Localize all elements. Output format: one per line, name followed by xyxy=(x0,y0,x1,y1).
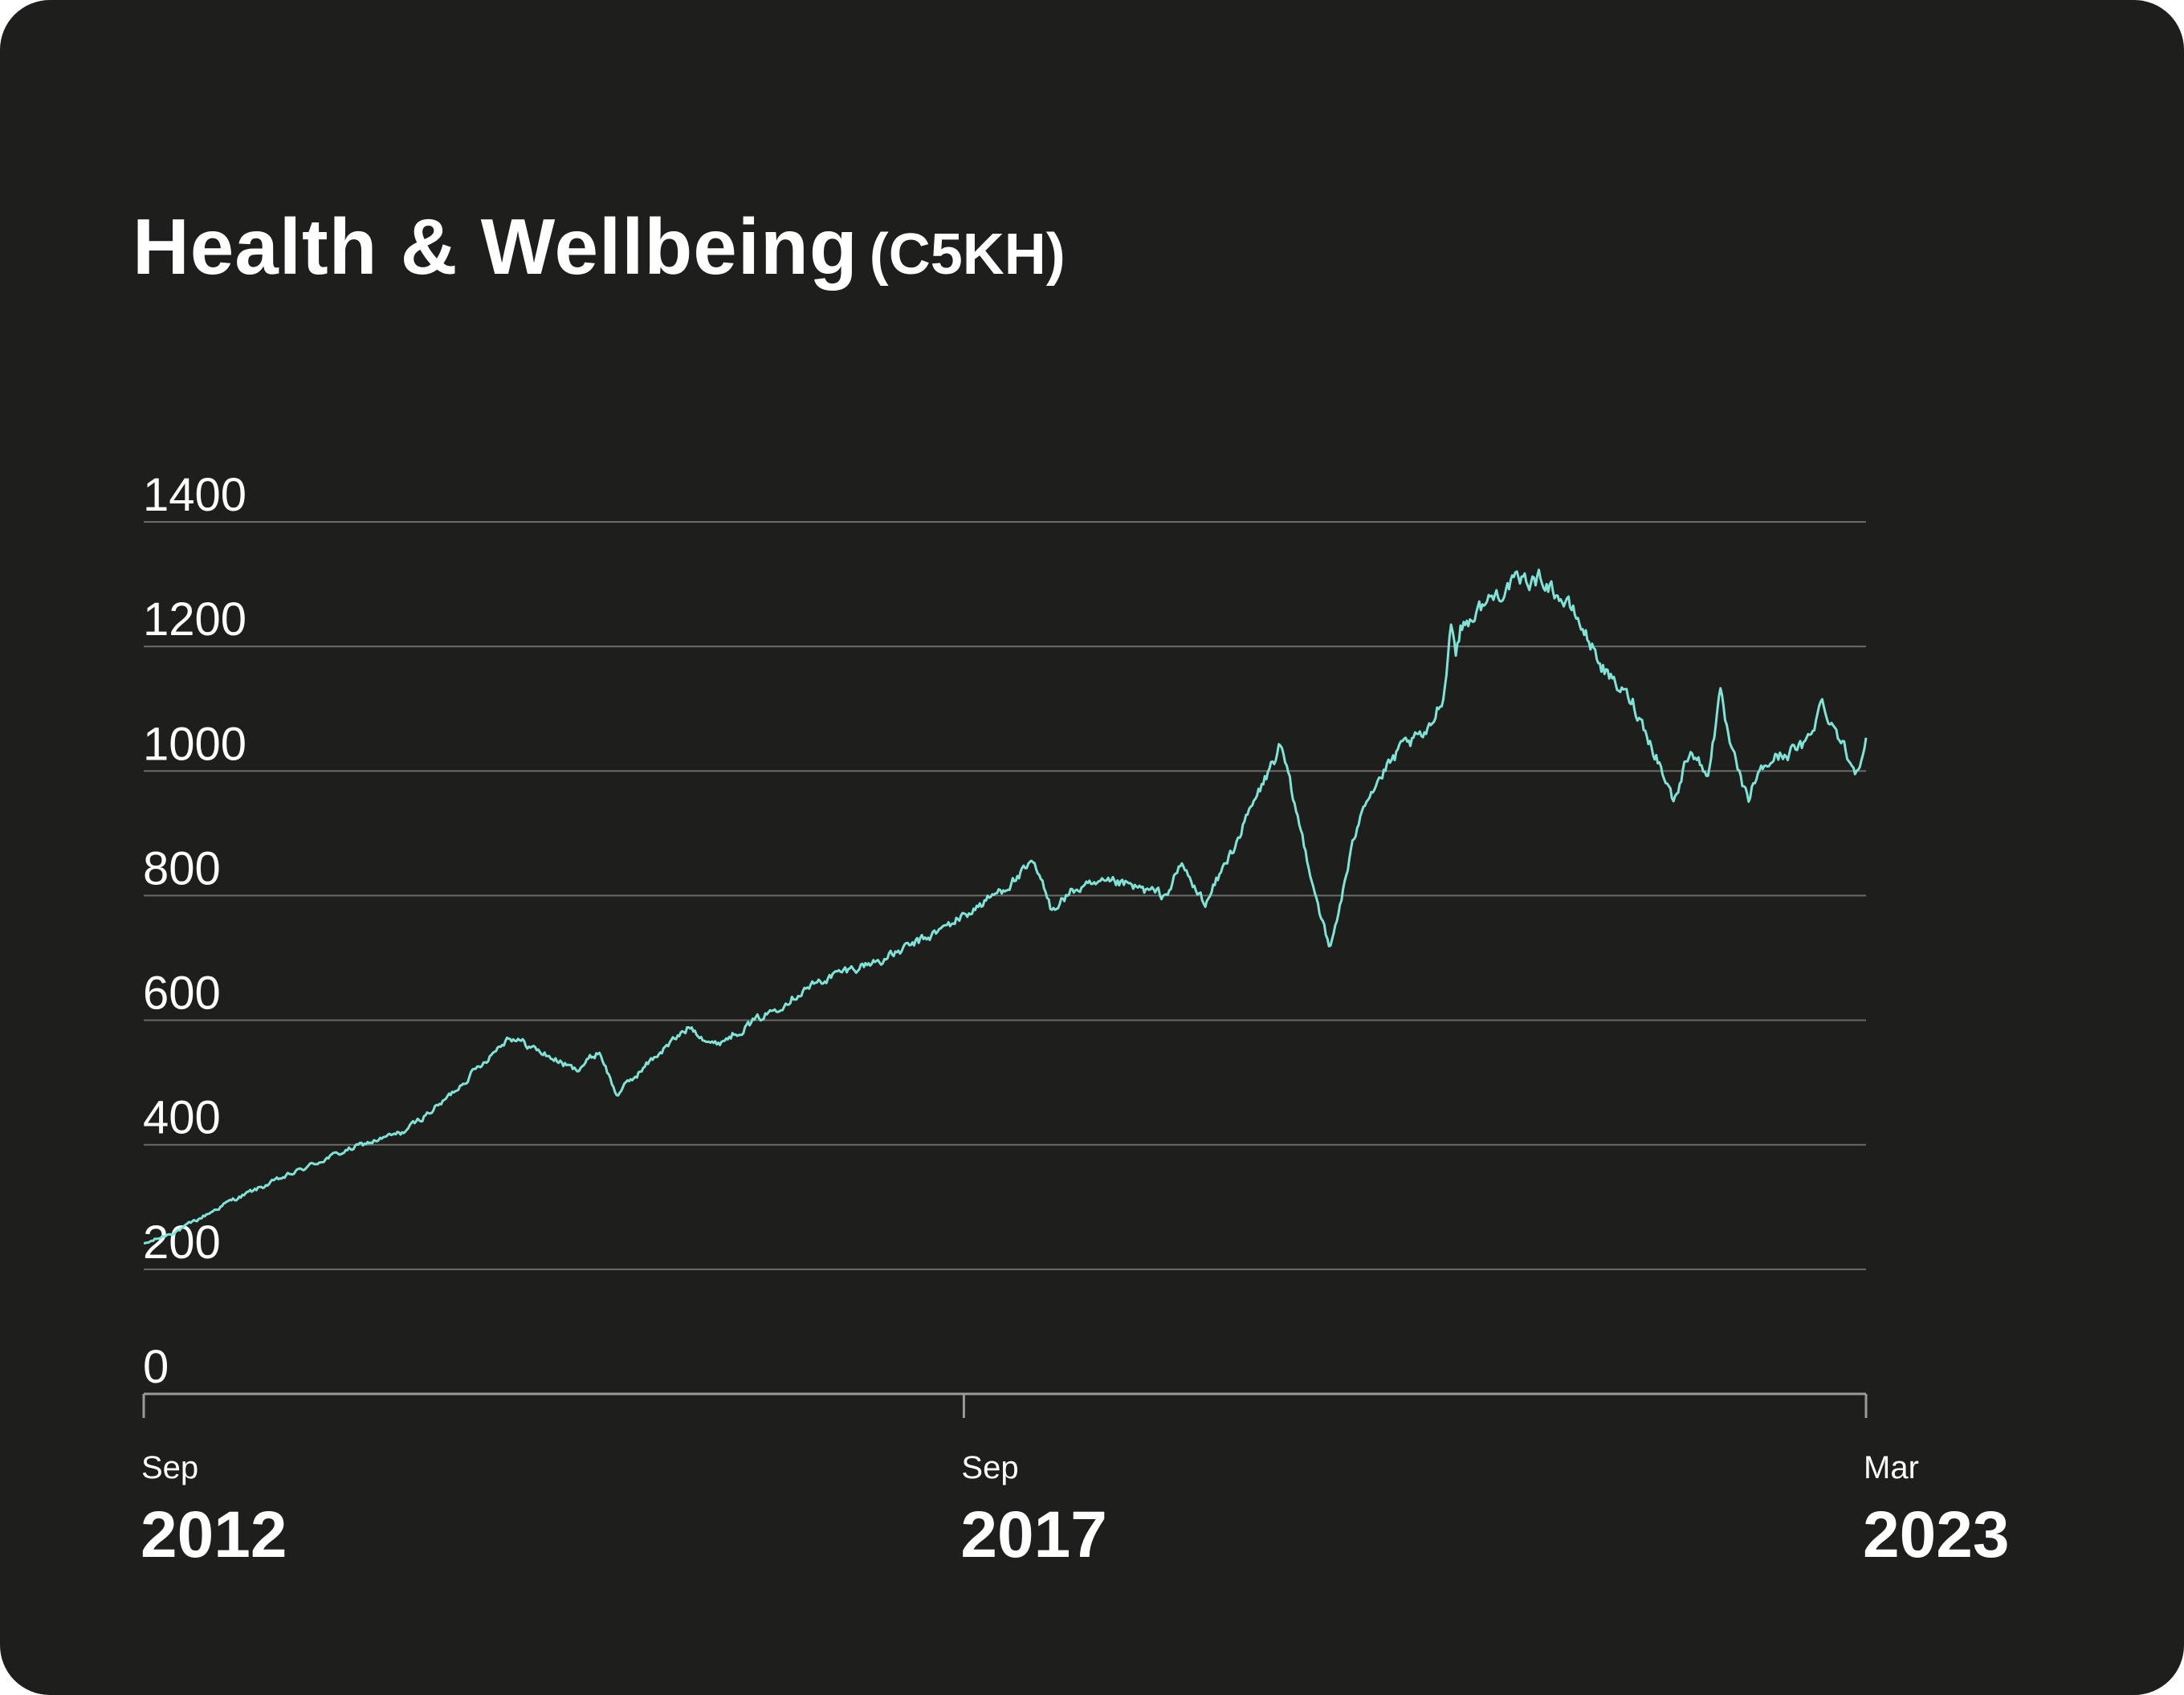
chart-title-text: Health & Wellbeing xyxy=(132,202,858,291)
series-layer xyxy=(143,568,1868,1245)
chart-title: Health & Wellbeing (C5KH) xyxy=(132,207,1066,286)
x-tick-month-label: Sep xyxy=(961,1450,1018,1485)
y-tick-label: 200 xyxy=(143,1216,221,1269)
x-tick-month-label: Mar xyxy=(1864,1450,1919,1485)
x-tick-month-label: Sep xyxy=(141,1450,198,1485)
y-tick-label: 1400 xyxy=(143,469,247,521)
x-tick-year-label: 2017 xyxy=(960,1498,1106,1571)
y-tick-label: 1000 xyxy=(143,718,247,770)
y-tick-label: 600 xyxy=(143,968,221,1020)
x-tick-year-label: 2023 xyxy=(1863,1498,2009,1571)
x-axis: Sep 2012 Sep 2017 Mar 2023 xyxy=(141,1392,2009,1571)
y-tick-label: 0 xyxy=(143,1341,169,1393)
y-tick-label: 400 xyxy=(143,1092,221,1144)
y-tick-label: 800 xyxy=(143,842,221,894)
y-tick-label: 1200 xyxy=(143,593,247,646)
series-line xyxy=(143,568,1868,1245)
gridlines xyxy=(144,521,1866,1270)
y-axis-ticks: 0 200 400 600 800 1000 1200 1400 xyxy=(143,469,247,1393)
index-code: (C5KH) xyxy=(869,222,1066,287)
x-tick-year-label: 2012 xyxy=(141,1498,287,1571)
